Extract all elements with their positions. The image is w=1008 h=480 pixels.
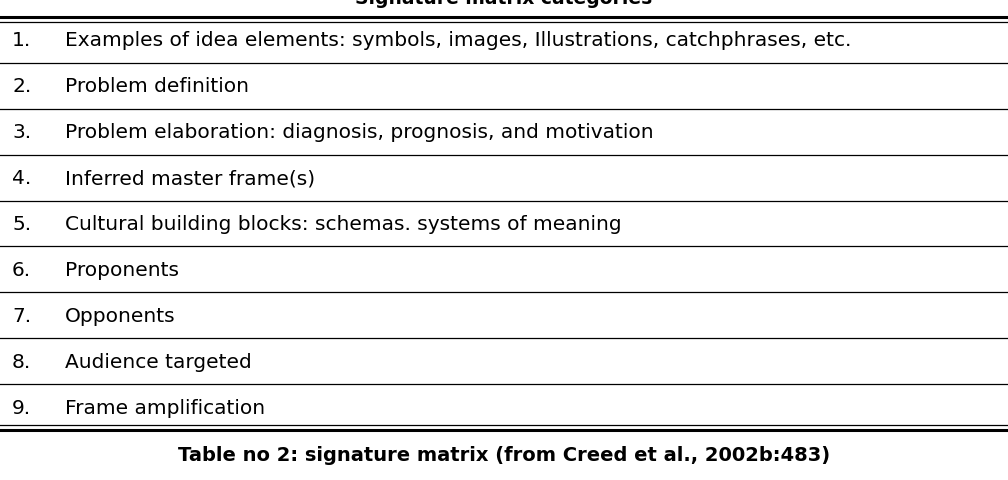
Text: 3.: 3. <box>12 123 31 142</box>
Text: Opponents: Opponents <box>65 306 175 325</box>
Text: Signature matrix categories: Signature matrix categories <box>356 0 652 8</box>
Text: Problem elaboration: diagnosis, prognosis, and motivation: Problem elaboration: diagnosis, prognosi… <box>65 123 653 142</box>
Text: Inferred master frame(s): Inferred master frame(s) <box>65 169 316 188</box>
Text: Frame amplification: Frame amplification <box>65 398 265 417</box>
Text: 5.: 5. <box>12 215 31 233</box>
Text: Proponents: Proponents <box>65 260 179 279</box>
Text: 2.: 2. <box>12 77 31 96</box>
Text: 8.: 8. <box>12 352 31 371</box>
Text: Examples of idea elements: symbols, images, Illustrations, catchphrases, etc.: Examples of idea elements: symbols, imag… <box>65 31 852 50</box>
Text: Audience targeted: Audience targeted <box>65 352 252 371</box>
Text: 6.: 6. <box>12 260 31 279</box>
Text: 9.: 9. <box>12 398 31 417</box>
Text: Table no 2: signature matrix (from Creed et al., 2002b:483): Table no 2: signature matrix (from Creed… <box>178 445 830 465</box>
Text: 4.: 4. <box>12 169 31 188</box>
Text: Cultural building blocks: schemas. systems of meaning: Cultural building blocks: schemas. syste… <box>65 215 622 233</box>
Text: 7.: 7. <box>12 306 31 325</box>
Text: Problem definition: Problem definition <box>65 77 249 96</box>
Text: 1.: 1. <box>12 31 31 50</box>
